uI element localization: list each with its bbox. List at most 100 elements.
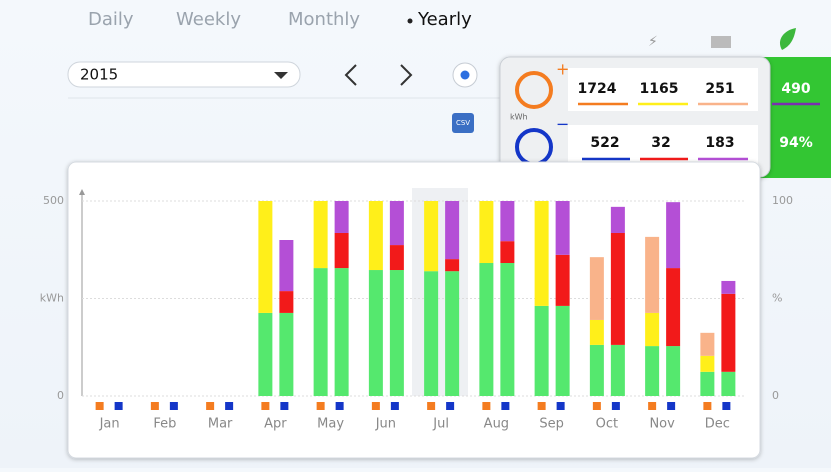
selected-column	[412, 188, 468, 396]
tab[interactable]: Daily	[88, 9, 134, 30]
bar-segment	[445, 271, 460, 396]
minus-sign: −	[556, 115, 569, 134]
bar-segment	[500, 263, 515, 396]
bar-segment	[334, 232, 349, 269]
legend-square	[316, 402, 325, 410]
bar-segment	[368, 201, 383, 271]
x-tick-label: Dec	[705, 417, 730, 432]
bar-segment	[279, 312, 294, 396]
tab[interactable]: Monthly	[288, 9, 360, 30]
bar-segment	[589, 319, 604, 345]
chart: 0 500 kWh 0 100% Jan Feb Mar Apr May Jun Jul Aug Sep O…	[40, 189, 793, 432]
legend-square	[390, 402, 399, 410]
year-value: 2015	[80, 66, 118, 84]
tab-dot	[407, 18, 413, 24]
legend-square	[722, 402, 731, 410]
leaf-icon	[779, 28, 796, 50]
y2-tick-label: 0	[772, 389, 779, 402]
csv-button[interactable]	[452, 113, 474, 133]
legend-square	[95, 402, 104, 410]
legend-square	[225, 402, 234, 410]
legend-square	[206, 402, 215, 410]
legend-square	[446, 402, 455, 410]
legend-square	[261, 402, 270, 410]
legend-square	[611, 402, 620, 410]
csv-icon: CSV	[456, 119, 470, 127]
axis-arrow	[79, 189, 85, 195]
tab-active[interactable]: Yearly	[417, 9, 472, 30]
battery-icon	[711, 36, 731, 48]
bar-segment	[389, 201, 404, 246]
bar-segment	[258, 312, 273, 396]
bar-segment	[721, 371, 736, 396]
x-tick-label: Jun	[375, 417, 396, 432]
x-tick-label: May	[317, 417, 344, 432]
value: 251	[705, 81, 734, 97]
value: 1724	[578, 81, 617, 97]
summary-green	[760, 57, 831, 178]
legend-square	[114, 402, 123, 410]
prev-button[interactable]	[344, 64, 357, 86]
bar-segment	[534, 201, 549, 306]
bar-segment	[645, 236, 660, 313]
today-dot	[460, 70, 470, 80]
value: 32	[651, 135, 670, 151]
bar-segment	[279, 240, 294, 292]
next-button[interactable]	[400, 64, 413, 86]
bar-segment	[589, 257, 604, 320]
bar-segment	[334, 201, 349, 233]
y-tick-label: 500	[43, 194, 64, 207]
bar-segment	[445, 201, 460, 260]
bar-segment	[645, 312, 660, 347]
legend-square	[703, 402, 712, 410]
bar-segment	[445, 259, 460, 272]
bar-segment	[479, 263, 494, 396]
y2-tick-label: 100	[772, 194, 793, 207]
total: 490	[781, 81, 810, 97]
bar-segment	[279, 291, 294, 313]
bar-segment	[700, 371, 715, 396]
bar-segment	[368, 270, 383, 396]
bar-segment	[258, 201, 273, 313]
bar-segment	[589, 344, 604, 396]
bar-segment	[666, 268, 681, 347]
bar-segment	[534, 305, 549, 396]
bar-segment	[645, 346, 660, 396]
bar-segment	[555, 201, 570, 255]
total: 94%	[779, 135, 813, 151]
year-select[interactable]	[67, 61, 301, 88]
legend-square	[592, 402, 601, 410]
bar-segment	[700, 355, 715, 372]
tab[interactable]: Weekly	[176, 9, 241, 30]
bar-segment	[424, 271, 439, 396]
bar-segment	[500, 201, 515, 242]
bar-segment	[610, 206, 625, 233]
y2-label: %	[772, 292, 782, 305]
legend-square	[427, 402, 436, 410]
x-tick-label: Jul	[432, 417, 449, 432]
bar-segment	[389, 245, 404, 271]
grid-icon: ⚡	[648, 34, 658, 50]
bar-segment	[721, 280, 736, 294]
legend-square	[371, 402, 380, 410]
bar-segment	[424, 201, 439, 272]
x-tick-label: Mar	[208, 417, 233, 432]
bar-segment	[389, 270, 404, 396]
legend-square	[501, 402, 510, 410]
bar-segment	[666, 202, 681, 269]
x-tick-label: Sep	[539, 417, 564, 432]
value: 1165	[640, 81, 679, 97]
bar-segment	[700, 332, 715, 356]
bar-segment	[610, 232, 625, 345]
value: 183	[705, 135, 734, 151]
tabs: Daily Weekly Monthly Yearly	[88, 9, 472, 30]
x-tick-label: Aug	[484, 417, 509, 432]
y-label: kWh	[40, 292, 64, 305]
value: 522	[590, 135, 619, 151]
x-tick-label: Oct	[596, 417, 618, 432]
legend-square	[335, 402, 344, 410]
legend-square	[150, 402, 159, 410]
legend-square	[556, 402, 565, 410]
